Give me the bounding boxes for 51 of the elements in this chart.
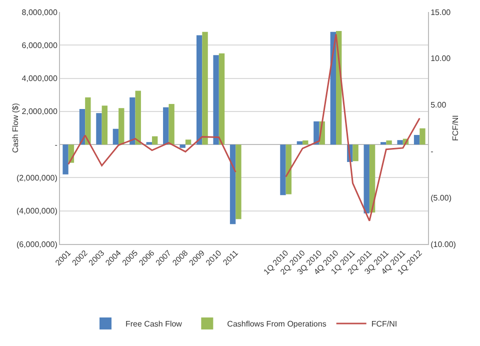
bar (286, 144, 292, 194)
y2-tick-label: 5.00 (430, 100, 447, 110)
y2-tick-label: (5.00) (430, 193, 452, 202)
bar (185, 140, 192, 145)
bar (112, 128, 119, 145)
y-tick-label: (2,000,000) (16, 174, 58, 183)
bar (196, 35, 202, 145)
bar (218, 53, 225, 145)
bar (414, 134, 420, 145)
y-tick-label: 4,000,000 (22, 74, 58, 84)
y-tick-label: 6,000,000 (22, 40, 58, 50)
bar (152, 136, 158, 145)
y-tick-label: (6,000,000) (16, 240, 58, 249)
y-tick-label: - (54, 140, 58, 150)
bar (213, 55, 219, 145)
y2-tick-label: 10.00 (430, 54, 452, 64)
bar (352, 144, 358, 162)
bar (397, 140, 403, 145)
bar (380, 142, 386, 145)
y2-tick-label: (10.00) (430, 240, 456, 249)
bar (135, 90, 141, 145)
bar (85, 97, 91, 145)
bar (146, 142, 152, 145)
bar (102, 106, 108, 145)
legend-label: Cashflows From Operations (227, 320, 326, 329)
bar (230, 144, 236, 224)
bar (118, 108, 124, 145)
bar (180, 144, 186, 148)
bar (236, 144, 242, 220)
legend-label: FCF/NI (371, 320, 398, 329)
bar (314, 121, 320, 145)
bar (163, 107, 169, 145)
legend-label: Free Cash Flow (126, 320, 182, 329)
y-tick-label: (4,000,000) (16, 206, 58, 216)
bar (386, 140, 392, 145)
y2-tick-label: - (430, 147, 434, 156)
bar (62, 144, 68, 174)
bar (96, 113, 102, 145)
bar (202, 32, 208, 145)
y-axis-title: Cash Flow ($) (10, 102, 20, 153)
bar (168, 104, 174, 145)
bar (302, 140, 308, 145)
bar (369, 144, 376, 213)
y2-axis-title: FCF/NI (451, 115, 460, 141)
y-tick-label: 8,000,000 (22, 8, 58, 17)
bar (130, 97, 136, 145)
bar (280, 144, 286, 196)
bar (420, 128, 426, 145)
y-tick-label: 2,000,000 (22, 107, 58, 116)
y2-tick-label: 15.00 (430, 8, 452, 17)
bar (364, 144, 370, 214)
